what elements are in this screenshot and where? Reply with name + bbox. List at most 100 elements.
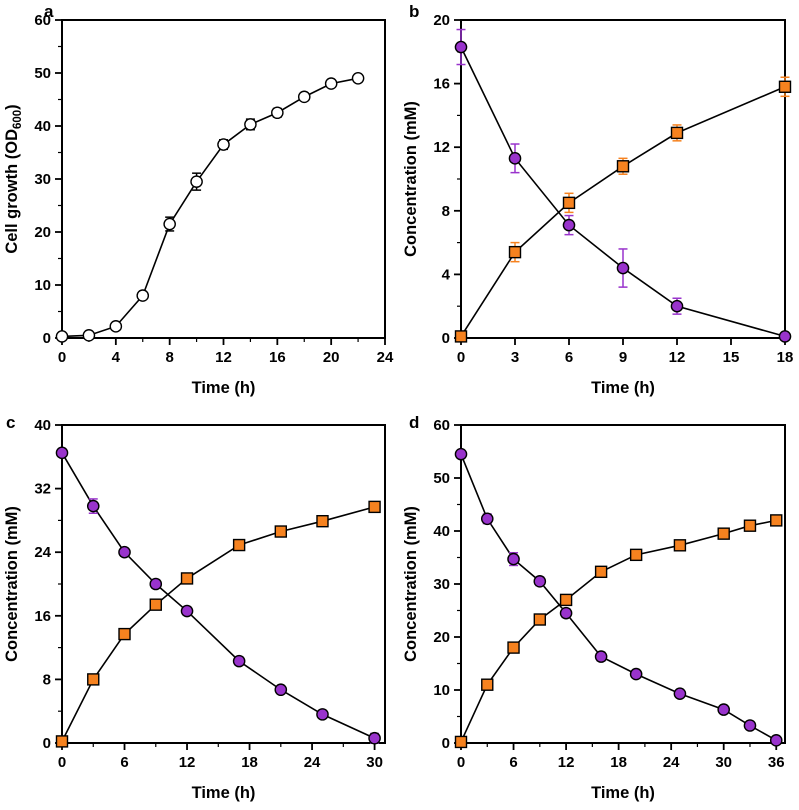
data-point-circle [324, 77, 338, 90]
y-tick-label: 4 [442, 266, 451, 283]
x-tick-label: 8 [165, 349, 173, 366]
x-tick-label: 30 [715, 754, 732, 771]
data-point-square [316, 514, 329, 528]
data-point-circle [717, 703, 731, 716]
data-point-circle [562, 218, 576, 232]
data-point-circle [316, 708, 329, 721]
y-axis-title: Cell growth (OD600) [3, 104, 24, 253]
data-point-square [180, 572, 194, 585]
x-tick-label: 15 [723, 349, 740, 366]
y-tick-label: 40 [433, 523, 450, 540]
data-point-circle [778, 330, 792, 343]
data-point-circle [454, 447, 468, 461]
x-tick-label: 12 [558, 754, 575, 771]
series-line [460, 46, 786, 338]
data-point-circle [118, 545, 131, 559]
data-point-square [770, 514, 783, 527]
data-point-square [559, 593, 573, 607]
y-tick-label: 0 [442, 330, 450, 347]
series-line [61, 77, 359, 338]
series-line [460, 453, 777, 742]
x-tick-label: 20 [323, 349, 340, 366]
y-tick-label: 30 [34, 171, 51, 188]
data-point-square [616, 160, 630, 173]
y-tick-label: 60 [433, 417, 450, 434]
data-point-circle [743, 719, 757, 732]
y-tick-label: 0 [43, 330, 51, 347]
x-tick-label: 24 [377, 349, 394, 366]
data-point-square [55, 735, 69, 748]
x-tick-label: 0 [457, 754, 465, 771]
x-tick-label: 36 [768, 754, 785, 771]
y-axis-title: Concentration (mM) [402, 101, 420, 257]
concentration-chart-b: 0 3 6 9 12 15 18 0 4 8 12 16 20 Time (h) Concentration… [402, 12, 793, 397]
data-point-circle [232, 654, 246, 668]
plot-frame [61, 424, 386, 744]
data-point-circle [244, 118, 257, 131]
x-tick-label: 3 [511, 349, 519, 366]
panel-letter-c: c [6, 413, 16, 432]
y-tick-label: 20 [433, 12, 450, 29]
x-tick-label: 4 [112, 349, 121, 366]
data-point-square [454, 735, 468, 749]
x-axis-title: Time (h) [591, 784, 655, 802]
y-tick-label: 60 [34, 12, 51, 29]
y-tick-label: 50 [433, 470, 450, 487]
growth-curve-chart: 0 4 8 12 16 20 24 0 10 20 30 40 50 60 Time (h) Cell gro… [3, 12, 394, 397]
data-point-circle [297, 90, 311, 104]
data-point-square [778, 80, 792, 93]
panel-c: c 0 6 12 18 24 30 0 8 16 24 32 40 Time (h) Concentrat… [0, 405, 399, 810]
data-point-square [562, 196, 576, 210]
series-substrate-purple-circles [454, 28, 792, 343]
series-line [460, 86, 786, 337]
y-tick-label: 0 [43, 735, 51, 752]
x-tick-label: 18 [241, 754, 258, 771]
data-point-square [232, 538, 246, 552]
y-tick-label: 20 [433, 629, 450, 646]
data-point-circle [480, 512, 494, 526]
x-tick-label: 18 [610, 754, 627, 771]
panel-a: a 0 4 8 12 16 20 24 0 10 20 30 40 50 60 Time (h) Cell g… [0, 0, 399, 405]
y-tick-label: 20 [34, 224, 51, 241]
x-tick-label: 12 [215, 349, 232, 366]
y-tick-label: 32 [34, 481, 51, 498]
data-point-square [454, 330, 468, 343]
plot-frame [460, 424, 786, 744]
axes: 0 3 6 9 12 15 18 0 4 8 12 16 20 Time (h) Concentration… [402, 12, 793, 397]
y-tick-label: 30 [433, 576, 450, 593]
x-tick-label: 16 [269, 349, 286, 366]
data-point-circle [180, 604, 194, 618]
data-point-circle [82, 329, 96, 342]
data-point-square [717, 527, 730, 540]
x-axis-title: Time (h) [591, 379, 655, 397]
x-tick-label: 6 [509, 754, 517, 771]
y-tick-label: 50 [34, 65, 51, 82]
axes: 0 6 12 18 24 30 0 8 16 24 32 40 Time (h) Concentratio… [3, 417, 383, 802]
x-tick-label: 12 [669, 349, 686, 366]
x-tick-label: 0 [58, 754, 66, 771]
y-tick-label: 0 [442, 735, 450, 752]
series-substrate-purple-circles [454, 447, 783, 747]
axes: 0 6 12 18 24 30 36 0 10 20 30 40 50 60 Time (h) Concent… [402, 417, 785, 802]
series-product-orange-squares [454, 76, 792, 343]
y-tick-label: 10 [34, 277, 51, 294]
data-point-square [629, 548, 643, 562]
data-point-circle [55, 330, 69, 343]
data-point-square [87, 673, 100, 686]
data-point-square [594, 565, 608, 579]
data-point-circle [136, 289, 150, 302]
data-point-circle [274, 683, 288, 697]
data-point-circle [55, 446, 69, 460]
data-point-square [670, 126, 684, 140]
y-tick-label: 10 [433, 682, 450, 699]
panel-letter-b: b [409, 2, 420, 21]
data-point-circle [217, 138, 230, 151]
series-substrate-purple-circles [55, 446, 381, 745]
x-tick-label: 6 [120, 754, 128, 771]
data-point-circle [507, 552, 520, 566]
y-tick-label: 12 [433, 139, 450, 156]
y-tick-label: 40 [34, 417, 51, 434]
data-point-circle [533, 575, 547, 588]
data-point-circle [769, 734, 783, 747]
plot-frame [460, 19, 786, 339]
